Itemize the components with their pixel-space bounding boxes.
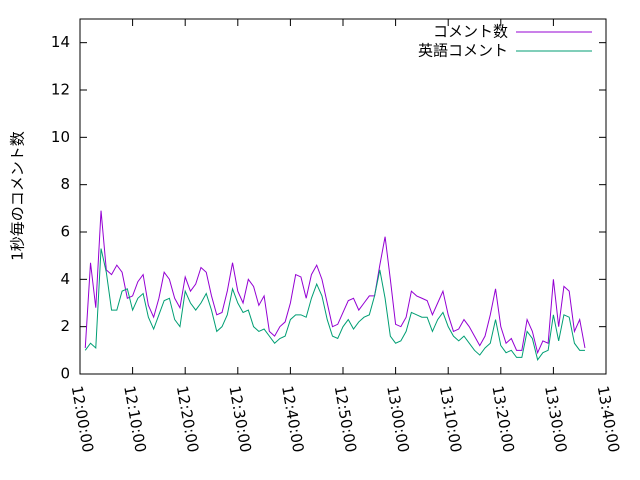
y-tick-label: 2 bbox=[60, 317, 70, 335]
y-tick-label: 14 bbox=[51, 33, 70, 51]
x-tick-label: 12:00:00 bbox=[68, 384, 97, 453]
y-tick-label: 8 bbox=[60, 175, 70, 193]
x-tick-label: 12:20:00 bbox=[173, 384, 202, 453]
x-tick-label: 12:10:00 bbox=[120, 384, 149, 453]
data-line bbox=[84, 248, 585, 361]
data-line bbox=[84, 210, 586, 355]
y-tick-label: 10 bbox=[51, 128, 70, 146]
y-tick-label: 4 bbox=[60, 270, 70, 288]
x-tick-label: 12:40:00 bbox=[278, 384, 307, 453]
legend-label: コメント数 bbox=[433, 23, 508, 41]
x-tick-label: 12:30:00 bbox=[225, 384, 254, 453]
x-tick-label: 12:50:00 bbox=[331, 384, 360, 453]
x-tick-label: 13:10:00 bbox=[436, 384, 465, 453]
legend-label: 英語コメント bbox=[418, 42, 508, 60]
y-tick-label: 6 bbox=[60, 223, 70, 241]
x-tick-label: 13:40:00 bbox=[594, 384, 623, 453]
x-tick-label: 13:30:00 bbox=[541, 384, 570, 453]
y-tick-label: 0 bbox=[60, 365, 70, 383]
x-tick-label: 13:00:00 bbox=[383, 384, 412, 453]
x-tick-label: 13:20:00 bbox=[488, 384, 517, 453]
y-tick-label: 12 bbox=[51, 81, 70, 99]
y-axis-label: 1秒毎のコメント数 bbox=[9, 131, 27, 261]
